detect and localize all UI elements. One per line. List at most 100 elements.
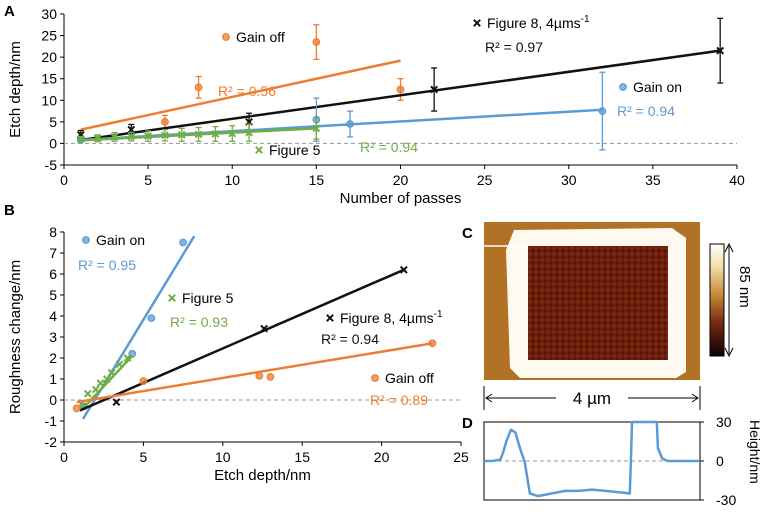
data-point (144, 132, 153, 141)
data-point (93, 134, 102, 143)
r-squared-label: R² = 0.89 (370, 392, 428, 408)
y-tick-label: -5 (45, 157, 58, 173)
colorbar-label: 85 nm (736, 266, 753, 308)
legend-marker (82, 236, 90, 244)
legend-marker (473, 19, 481, 27)
data-point (107, 368, 116, 377)
y-tick-label: -30 (716, 492, 736, 508)
data-point (115, 360, 124, 369)
x-tick-label: 10 (215, 449, 231, 465)
scale-bar-label: 4 µm (573, 389, 611, 408)
afm-image (484, 222, 700, 380)
data-point (245, 128, 253, 137)
y-tick-label: 5 (49, 114, 57, 130)
y-tick-label: 25 (41, 28, 57, 44)
trendline (79, 268, 405, 412)
data-point (598, 107, 607, 115)
panel-label-a: A (4, 3, 15, 20)
legend-label-2: Figure 8, 4µms-1 (340, 309, 443, 326)
data-point (430, 85, 439, 94)
x-tick-label: 30 (561, 172, 577, 188)
y-tick-label: 2 (49, 350, 57, 366)
r-squared-label: R² = 0.95 (78, 257, 136, 273)
legend-marker (371, 374, 379, 382)
x-tick-label: 25 (453, 449, 469, 465)
data-point (346, 120, 354, 128)
data-point (211, 130, 220, 138)
trendline (80, 59, 401, 131)
series-figure-8-4-ms: Figure 8, 4µms-1 R² = 0.94 (79, 265, 443, 412)
data-point (96, 379, 105, 388)
data-point (194, 130, 203, 139)
data-point (72, 404, 81, 413)
legend-label-0: Gain off (236, 29, 285, 45)
x-tick-label: 40 (729, 172, 745, 188)
data-point (428, 339, 437, 348)
trendline (80, 49, 721, 142)
x-tick-label: 20 (374, 449, 390, 465)
data-point (139, 377, 148, 386)
r-squared-label: R² = 0.94 (360, 139, 418, 155)
trendline (76, 342, 433, 404)
y-tick-label: 5 (49, 287, 57, 303)
y-tick-label: 7 (49, 245, 57, 261)
data-point (161, 131, 169, 140)
colorbar: 85 nm (709, 242, 753, 358)
x-tick-label: 0 (60, 172, 68, 188)
r-squared-label: R² = 0.56 (218, 83, 276, 99)
y-tick-label: 10 (41, 92, 57, 108)
data-point (399, 265, 408, 274)
data-point (110, 133, 119, 141)
series-figure-5: Figure 5 R² = 0.93 (79, 290, 234, 411)
scale-bar: 4 µm (483, 386, 701, 410)
data-point (312, 38, 321, 46)
data-point (255, 371, 264, 380)
scale-bar-arrow-right (691, 393, 699, 403)
data-point (76, 135, 85, 144)
x-tick-label: 5 (144, 172, 152, 188)
legend-label-1: Figure 5 (182, 290, 234, 306)
y-tick-label: 8 (49, 224, 57, 240)
data-point (260, 324, 268, 333)
data-point (396, 85, 405, 94)
y-tick-label: 20 (41, 49, 57, 65)
panel-d-chart: 30 0 -30 Height/nm (483, 414, 763, 508)
legend-marker (255, 146, 263, 154)
legend-label-3: Gain off (385, 370, 434, 386)
y-axis-title: Height/nm (747, 420, 763, 484)
data-point (266, 373, 275, 381)
y-tick-label: -1 (45, 413, 58, 429)
data-point (112, 398, 121, 407)
legend-label-2: Gain on (633, 79, 682, 95)
r-squared-label: R² = 0.94 (617, 103, 675, 119)
x-tick-label: 15 (309, 172, 325, 188)
data-point (312, 124, 321, 133)
y-tick-label: 0 (49, 135, 57, 151)
data-point (83, 389, 92, 398)
data-point (91, 385, 100, 394)
legend-label-0: Gain on (96, 232, 145, 248)
y-tick-label: 1 (49, 371, 57, 387)
legend-label-1: Figure 8, 4µms-1 (487, 14, 590, 31)
y-tick-label: 30 (716, 414, 732, 430)
height-profile-line (484, 420, 700, 498)
r-squared-label: R² = 0.93 (170, 314, 228, 330)
data-point (127, 132, 136, 141)
data-point (716, 46, 725, 55)
series-figure-8-4-ms: Figure 8, 4µms-1 R² = 0.97 (76, 14, 725, 142)
data-point (228, 129, 237, 138)
panel-label-b: B (4, 202, 15, 219)
x-axis-title: Number of passes (340, 190, 462, 207)
colorbar-gradient (709, 243, 725, 357)
y-tick-label: 0 (716, 453, 724, 469)
x-tick-label: 25 (477, 172, 493, 188)
legend-marker (619, 83, 627, 91)
colorbar-arrow-down (724, 347, 734, 358)
data-point (147, 314, 156, 323)
x-tick-label: 35 (645, 172, 661, 188)
legend-marker (326, 314, 334, 322)
data-point (177, 130, 186, 139)
legend-marker (168, 294, 176, 302)
